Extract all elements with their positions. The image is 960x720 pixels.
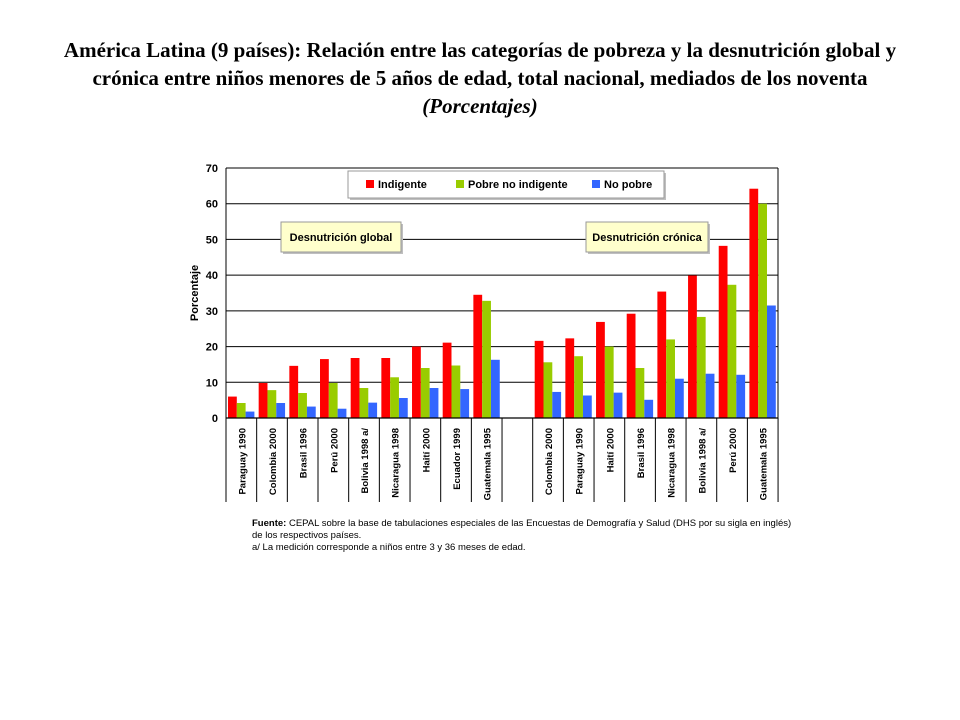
bar bbox=[696, 316, 706, 418]
group-label: Desnutrición crónica bbox=[592, 232, 702, 244]
bar bbox=[565, 338, 575, 418]
bar bbox=[727, 284, 737, 418]
x-tick-label: Brasil 1996 bbox=[636, 428, 647, 478]
bar bbox=[381, 358, 391, 418]
group-label-box bbox=[585, 221, 709, 253]
bar bbox=[552, 391, 562, 418]
chart-title: América Latina (9 países): Relación entr… bbox=[60, 36, 900, 120]
bar bbox=[705, 373, 715, 418]
bar bbox=[258, 383, 268, 418]
y-axis-label: Porcentaje bbox=[189, 265, 201, 321]
x-tick-label: Perú 2000 bbox=[329, 428, 340, 473]
bar bbox=[596, 321, 605, 418]
y-tick-label: 40 bbox=[206, 270, 218, 282]
bar bbox=[766, 305, 776, 418]
bar bbox=[736, 374, 746, 418]
x-tick-label: Nicaragua 1998 bbox=[391, 428, 402, 498]
bar bbox=[635, 368, 645, 418]
bar bbox=[582, 395, 592, 418]
y-tick-label: 0 bbox=[212, 413, 218, 425]
x-tick-label: Haití 2000 bbox=[421, 428, 432, 472]
footnote-text: a/ La medición corresponde a niños entre… bbox=[252, 542, 526, 553]
x-tick-label: Haití 2000 bbox=[605, 428, 616, 472]
bar bbox=[451, 365, 461, 418]
chart-title-main: América Latina (9 países): Relación entr… bbox=[63, 38, 897, 90]
y-tick-label: 20 bbox=[206, 342, 218, 354]
y-tick-label: 60 bbox=[206, 199, 218, 211]
bar bbox=[298, 393, 307, 418]
bar bbox=[359, 388, 369, 418]
bar bbox=[543, 362, 553, 418]
y-tick-label: 70 bbox=[206, 163, 218, 175]
legend-label: No pobre bbox=[604, 179, 652, 191]
bar bbox=[657, 291, 667, 418]
bar bbox=[236, 403, 246, 418]
bar bbox=[613, 392, 623, 418]
x-tick-label: Nicaragua 1998 bbox=[667, 428, 678, 498]
x-tick-label: Bolivia 1998 a/ bbox=[697, 428, 708, 494]
bar bbox=[688, 275, 697, 418]
bar bbox=[245, 411, 255, 418]
bar bbox=[412, 346, 421, 418]
chart-subtitle: (Porcentajes) bbox=[422, 94, 538, 118]
y-tick-label: 10 bbox=[206, 377, 218, 389]
bar bbox=[350, 358, 360, 418]
legend-swatch bbox=[456, 180, 464, 188]
bar bbox=[390, 377, 399, 418]
legend-label: Indigente bbox=[378, 179, 427, 191]
x-tick-label: Bolivia 1998 a/ bbox=[360, 428, 371, 494]
bar bbox=[758, 203, 767, 418]
legend-box bbox=[347, 170, 665, 199]
bar bbox=[368, 402, 378, 418]
bar bbox=[674, 378, 684, 418]
y-tick-label: 30 bbox=[206, 306, 218, 318]
bar bbox=[604, 346, 614, 418]
bar bbox=[666, 339, 675, 418]
x-tick-label: Guatemala 1995 bbox=[759, 427, 770, 500]
bar bbox=[644, 399, 654, 418]
plot-area bbox=[226, 168, 778, 418]
bar bbox=[398, 398, 408, 418]
legend-swatch bbox=[366, 180, 374, 188]
y-tick-label: 50 bbox=[206, 234, 218, 246]
bar bbox=[482, 300, 491, 418]
source-label: Fuente: bbox=[252, 518, 287, 529]
x-tick-label: Colombia 2000 bbox=[268, 428, 279, 495]
legend-label: Pobre no indigente bbox=[468, 179, 568, 191]
bar bbox=[289, 365, 299, 418]
x-tick-label: Guatemala 1995 bbox=[483, 427, 494, 500]
bar bbox=[473, 294, 483, 418]
bar bbox=[534, 340, 544, 418]
group-label: Desnutrición global bbox=[290, 232, 393, 244]
bar bbox=[328, 383, 338, 418]
bar bbox=[718, 245, 728, 418]
bar bbox=[337, 408, 347, 418]
x-tick-label: Paraguay 1990 bbox=[237, 428, 248, 495]
bar bbox=[320, 359, 329, 418]
bar bbox=[228, 396, 237, 418]
x-tick-label: Ecuador 1999 bbox=[452, 428, 463, 490]
group-label-box bbox=[280, 221, 402, 253]
source-note: Fuente: CEPAL sobre la base de tabulacio… bbox=[252, 518, 792, 554]
bar bbox=[626, 313, 636, 418]
bar bbox=[574, 356, 583, 418]
bar bbox=[460, 389, 470, 418]
source-text: CEPAL sobre la base de tabulaciones espe… bbox=[252, 518, 792, 541]
x-tick-label: Paraguay 1990 bbox=[575, 428, 586, 495]
bar bbox=[749, 188, 759, 418]
bar bbox=[276, 403, 286, 418]
bar bbox=[490, 359, 500, 418]
x-tick-label: Colombia 2000 bbox=[544, 428, 555, 495]
legend-swatch bbox=[592, 180, 600, 188]
x-tick-label: Perú 2000 bbox=[728, 428, 739, 473]
bar bbox=[420, 368, 430, 418]
bar bbox=[267, 390, 277, 418]
bar bbox=[429, 388, 439, 418]
bar bbox=[306, 406, 316, 418]
x-tick-label: Brasil 1996 bbox=[299, 428, 310, 478]
bar bbox=[442, 342, 452, 418]
